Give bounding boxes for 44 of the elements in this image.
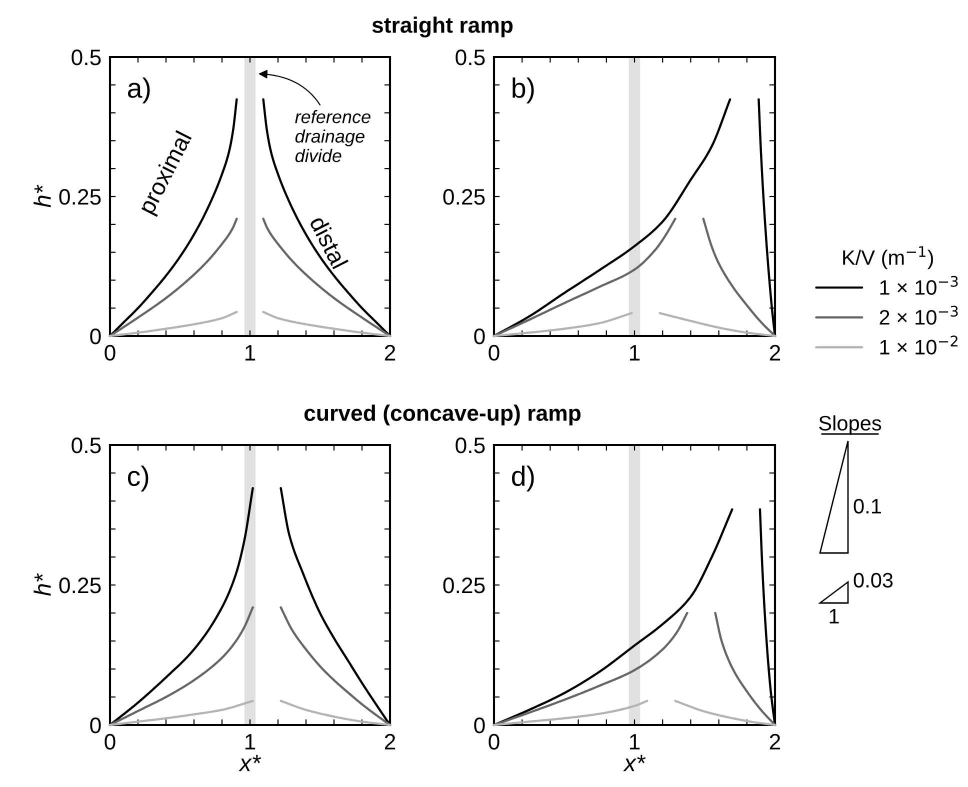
- y-tick-label: 0.25: [443, 189, 485, 205]
- annotation: c): [128, 466, 148, 492]
- text: Slopes: [819, 415, 882, 435]
- x-tick-label: 2: [770, 344, 780, 360]
- y-axis-title: h*: [34, 573, 51, 596]
- x-tick-label: 2: [384, 734, 396, 750]
- y-tick-label: 0.25: [443, 578, 485, 594]
- legend-title: K/V (m$^{−1}$): [843, 246, 934, 270]
- y-tick-label: 0: [90, 328, 101, 344]
- x-tick-label: 0: [488, 344, 500, 361]
- y-tick-label: 0: [474, 328, 485, 344]
- y-tick-label: 0.5: [456, 50, 485, 66]
- legend-label: 1 × 10$^{−3}$: [880, 276, 958, 295]
- y-axis-title: h*: [34, 184, 51, 208]
- y-tick-label: 0: [474, 718, 485, 734]
- text: straight ramp: [372, 16, 513, 38]
- x-tick-label: 2: [384, 344, 396, 360]
- y-tick-label: 0.5: [456, 438, 485, 454]
- x-axis-title: x*: [623, 754, 646, 772]
- y-tick-label: 0.25: [59, 189, 101, 205]
- x-tick-label: 1: [246, 734, 256, 750]
- x-tick-label: 1: [630, 734, 640, 750]
- text: 1: [830, 609, 839, 624]
- y-tick-label: 0.5: [72, 438, 101, 454]
- y-tick-label: 0.5: [72, 50, 101, 66]
- text: 0.1: [854, 498, 881, 514]
- text: curved (concave-up) ramp: [304, 404, 581, 426]
- annotation: b): [512, 78, 534, 104]
- x-tick-label: 0: [488, 734, 500, 750]
- annotation: d): [512, 466, 534, 492]
- x-tick-label: 0: [104, 734, 116, 750]
- y-tick-label: 0: [90, 718, 101, 734]
- legend-label: 2 × 10$^{−3}$: [880, 306, 958, 325]
- x-tick-label: 1: [246, 345, 256, 360]
- x-tick-label: 1: [630, 345, 640, 360]
- annotation: distal: [309, 214, 349, 270]
- x-tick-label: 2: [770, 734, 780, 750]
- y-tick-label: 0.25: [59, 578, 101, 594]
- annotation: a): [128, 78, 150, 104]
- x-tick-label: 0: [104, 344, 116, 361]
- x-axis-title: x*: [238, 754, 262, 772]
- text: 0.03: [854, 572, 893, 588]
- annotation: reference drainage divide: [295, 110, 370, 162]
- legend-label: 1 × 10$^{−2}$: [880, 336, 958, 355]
